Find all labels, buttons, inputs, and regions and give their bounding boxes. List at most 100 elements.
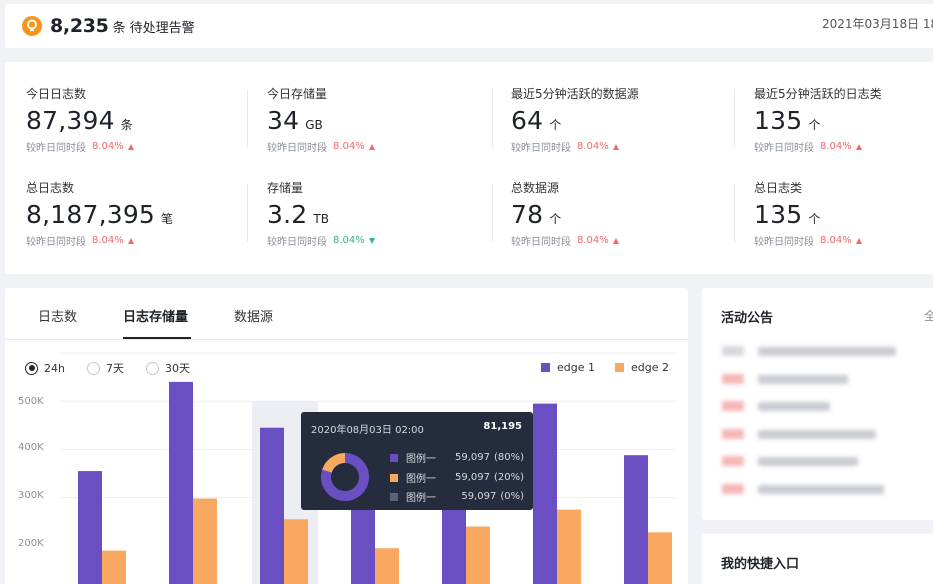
alert-bar[interactable]: 8,235 条 待处理告警 [5,4,933,48]
stat-unit: 个 [808,212,821,226]
bar-edge2[interactable] [284,519,308,584]
tooltip-row: 图例一 59,097 (80%) [390,450,524,465]
tooltip-row: 图例一 59,097 (0%) [390,489,524,504]
alert-count: 8,235 [50,15,109,37]
notice-text [758,374,848,384]
bar-edge2[interactable] [375,548,399,584]
stat-value: 64 [511,106,544,135]
stat-compare-label: 较昨日同时段 [26,143,86,154]
bar-edge2[interactable] [102,550,126,584]
stat-unit: 条 [120,118,133,132]
stat-block: 今日存储量 34 GB 较昨日同时段 8.04% [267,85,375,154]
tooltip-row-name: 图例一 [406,454,436,465]
legend-label: edge 2 [631,361,669,374]
bar-edge2[interactable] [193,498,217,584]
notice-text [758,484,884,494]
divider [247,90,248,148]
bar-edge2[interactable] [466,526,490,584]
tooltip-swatch [390,492,398,501]
tab-log-storage[interactable]: 日志存储量 [123,310,189,325]
notice-text [758,456,858,466]
radio-7d[interactable] [86,361,100,375]
y-tick-label: 500K [18,396,44,407]
stat-compare-label: 较昨日同时段 [267,143,327,154]
bar-edge1[interactable] [260,427,284,584]
notice-item[interactable] [722,482,884,496]
tooltip-row: 图例一 59,097 (20%) [390,470,524,485]
trend-up-icon [855,143,862,150]
donut-slice [322,453,346,474]
tooltip-swatch [390,453,398,462]
bar-chart[interactable] [5,288,688,584]
bar-edge1[interactable] [169,381,193,584]
notice-item[interactable] [722,344,896,358]
legend-edge1[interactable]: edge 1 [541,361,595,374]
stat-compare-label: 较昨日同时段 [511,237,571,248]
stat-value: 34 [267,106,300,135]
y-tick-label: 400K [18,442,44,453]
alert-unit: 条 [112,20,126,36]
y-tick-label: 300K [18,490,44,501]
notice-text [758,429,876,439]
trend-up-icon [855,237,862,244]
range-24h[interactable]: 24h [25,360,65,376]
notice-item[interactable] [722,454,858,468]
notice-item[interactable] [722,399,830,413]
stat-label: 存储量 [267,181,304,195]
stat-change-pct: 8.04% [333,141,365,152]
quick-access-panel: 我的快捷入口 [702,534,933,584]
tab-log-count[interactable]: 日志数 [38,310,78,325]
stat-change-pct: 8.04% [92,235,124,246]
bar-edge2[interactable] [648,532,672,584]
radio-24h[interactable] [25,361,38,375]
stat-label: 最近5分钟活跃的日志类 [754,87,882,101]
divider [492,90,493,148]
stat-unit: 个 [549,212,562,226]
stat-unit: TB [313,212,329,226]
tooltip-row-value: 59,097 [454,452,490,463]
notice-tag [722,456,744,466]
legend-edge2[interactable]: edge 2 [615,361,669,374]
bar-edge1[interactable] [78,471,102,584]
stat-block: 总日志数 8,187,395 笔较昨日同时段 8.04% [26,179,173,248]
stat-change-pct: 8.04% [820,141,852,152]
stat-label: 最近5分钟活跃的数据源 [511,87,639,101]
tooltip-donut-chart [321,453,369,501]
range-30d[interactable]: 30天 [145,360,190,376]
stat-block: 今日日志数 87,394 条较昨日同时段 8.04% [26,85,134,154]
bar-edge1[interactable] [533,403,557,584]
alert-bulb-icon [22,16,42,36]
tab-data-source[interactable]: 数据源 [234,310,274,325]
radio-30d[interactable] [145,361,159,375]
legend-swatch [615,363,624,372]
time-range-group: 24h 7天 30天 [25,360,212,376]
range-30d-label: 30天 [164,362,190,375]
notice-item[interactable] [722,427,876,441]
notice-more-link[interactable]: 全 [924,309,933,323]
stat-compare-label: 较昨日同时段 [754,143,814,154]
bar-edge2[interactable] [557,509,581,584]
legend-swatch [541,363,550,372]
chart-card: 日志数 日志存储量 数据源 24h 7天 30天 edge 1 edge 2 5… [5,288,688,584]
chart-tooltip: 2020年08月03日 02:00 81,195 图例一 59,097 (80%… [301,412,533,510]
trend-down-icon [368,237,375,244]
divider [734,184,735,242]
notice-item[interactable] [722,372,848,386]
stat-unit: 个 [808,118,821,132]
y-tick-label: 200K [18,538,44,549]
stat-block: 总数据源 78 个较昨日同时段 8.04% [511,179,619,248]
range-7d[interactable]: 7天 [86,360,124,376]
divider [492,184,493,242]
stat-unit: 笔 [161,212,174,226]
notice-tag [722,429,744,439]
stat-label: 总日志数 [26,181,75,195]
stat-change-pct: 8.04% [577,141,609,152]
stat-value: 78 [511,200,544,229]
stat-unit: GB [305,118,323,132]
tooltip-row-value: 59,097 [454,472,490,483]
tooltip-total: 81,195 [483,421,522,432]
stat-compare-label: 较昨日同时段 [754,237,814,248]
legend-label: edge 1 [557,361,595,374]
tooltip-row-name: 图例一 [406,493,436,504]
bar-edge1[interactable] [624,455,648,584]
